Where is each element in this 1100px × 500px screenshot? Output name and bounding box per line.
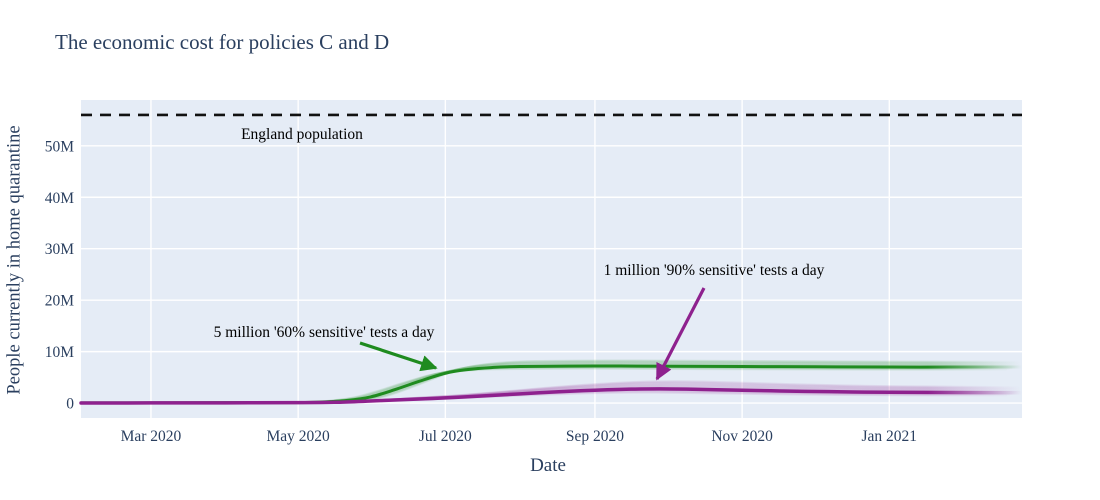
y-tick-label: 0: [66, 396, 74, 413]
x-axis-title: Date: [530, 455, 566, 476]
x-tick-label: Sep 2020: [566, 428, 624, 445]
y-tick-label: 40M: [45, 190, 75, 207]
y-tick-label: 50M: [45, 138, 75, 155]
annotation-policy-green: 5 million '60% sensitive' tests a day: [213, 324, 435, 341]
y-tick-label: 20M: [45, 293, 75, 310]
y-tick-label: 30M: [45, 241, 75, 258]
y-tick-label: 10M: [45, 344, 75, 361]
annotation-arrow: [655, 287, 706, 381]
x-tick-label: May 2020: [267, 428, 331, 445]
x-tick-label: Mar 2020: [121, 428, 182, 445]
annotation-england-population: England population: [241, 126, 363, 143]
annotation-policy-purple: 1 million '90% sensitive' tests a day: [603, 262, 825, 279]
x-tick-label: Jan 2021: [862, 428, 918, 445]
series-line-1[interactable]: [79, 387, 1024, 405]
x-tick-label: Nov 2020: [711, 428, 773, 445]
x-tick-label: Jul 2020: [419, 428, 472, 445]
chart-title: The economic cost for policies C and D: [55, 30, 390, 54]
annotation-arrow: [359, 341, 438, 372]
